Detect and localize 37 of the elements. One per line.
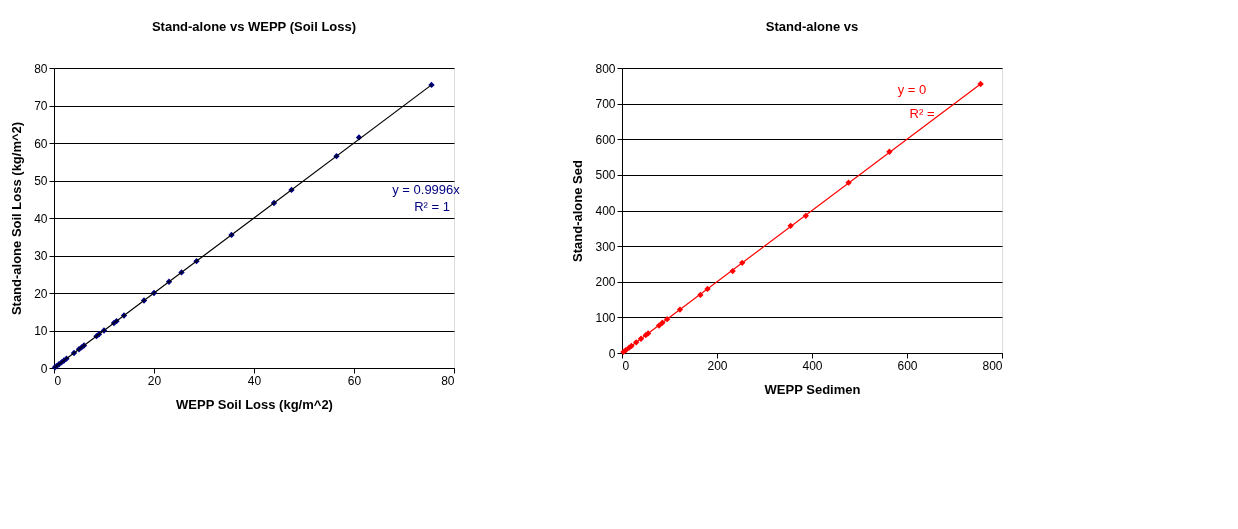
x-tick-label: 200	[707, 358, 728, 373]
y-axis-title: Stand-alone Soil Loss (kg/m^2)	[9, 121, 25, 316]
x-tick-label: 60	[347, 373, 362, 388]
x-tick-label: 400	[802, 358, 823, 373]
y-tick-label: 40	[34, 211, 48, 226]
x-tick-label: 40	[247, 373, 262, 388]
y-tick-label: 30	[34, 249, 48, 263]
x-tick-label: 80	[441, 373, 455, 388]
chart-title: Stand-alone vs WEPP (Soil Loss)	[151, 19, 357, 34]
x-tick-label: 0	[622, 358, 630, 373]
y-axis-title: Stand-alone Sed	[570, 160, 586, 262]
x-tick-label: 20	[147, 373, 162, 388]
y-tick-label: 500	[595, 168, 616, 183]
y-tick-label: 70	[34, 99, 48, 113]
x-axis-title: WEPP Soil Loss (kg/m^2)	[176, 396, 333, 412]
y-tick-label: 800	[595, 61, 616, 76]
x-tick-label: 800	[982, 358, 1003, 373]
y-tick-label: 100	[595, 310, 616, 325]
y-tick-label: 50	[34, 174, 48, 188]
x-axis-title: WEPP Sedimen	[764, 381, 861, 397]
chart-title: Stand-alone vs	[765, 19, 859, 34]
y-tick-label: 600	[595, 132, 616, 147]
y-tick-label: 700	[595, 97, 616, 112]
annotation: R² =	[909, 106, 935, 121]
annotation: R² = 1	[414, 199, 450, 214]
y-tick-label: 60	[34, 136, 48, 151]
x-tick-label: 0	[54, 373, 62, 388]
annotation: y = 0.9996x	[392, 182, 461, 197]
annotation: y = 0	[897, 82, 927, 97]
y-tick-label: 300	[595, 239, 616, 254]
y-tick-label: 80	[34, 61, 48, 76]
y-tick-label: 200	[595, 275, 616, 290]
y-tick-label: 20	[34, 286, 48, 301]
y-tick-label: 10	[34, 324, 48, 338]
y-tick-label: 0	[608, 346, 616, 361]
x-tick-label: 600	[897, 358, 918, 373]
y-tick-label: 400	[595, 204, 616, 218]
